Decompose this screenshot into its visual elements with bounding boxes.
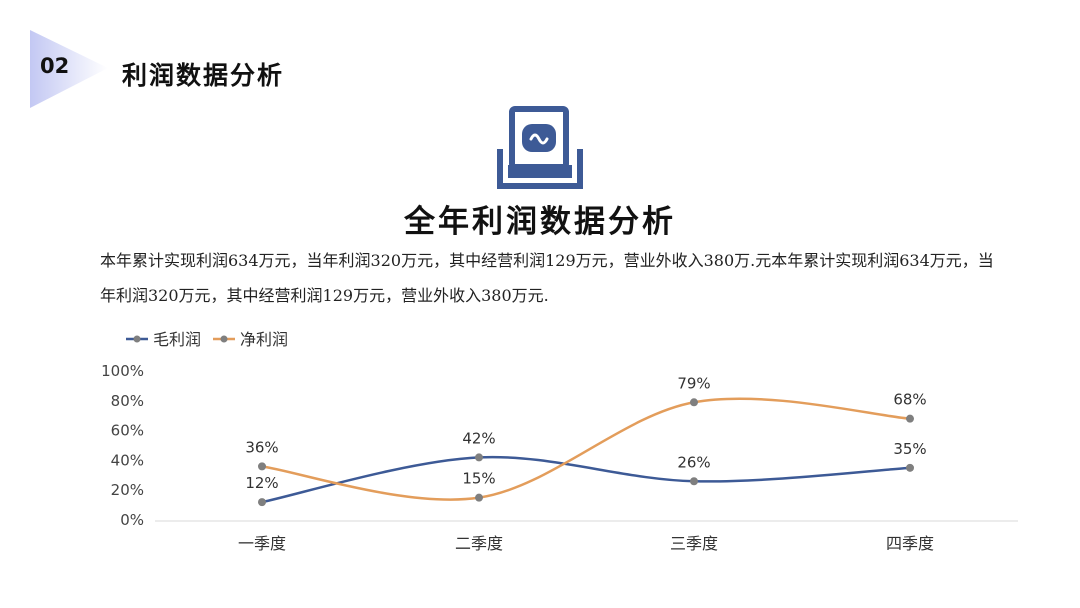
main-title: 全年利润数据分析 xyxy=(404,204,676,240)
section-number: 02 xyxy=(40,54,70,78)
legend-label-1: 毛利润 xyxy=(153,330,201,349)
line-chart: 毛利润 净利润 0% 20% 40% 60% 80% 100% 一季度 二季度 三季度 四季度 12% 4… xyxy=(101,330,1018,553)
x-tick-label: 三季度 xyxy=(670,534,718,553)
data-label: 36% xyxy=(245,438,278,456)
y-tick-label: 60% xyxy=(111,422,144,440)
y-tick-label: 0% xyxy=(120,511,144,529)
legend-marker-2 xyxy=(220,335,228,343)
data-label: 79% xyxy=(677,374,710,392)
data-point xyxy=(906,414,914,423)
x-tick-label: 二季度 xyxy=(455,534,503,553)
legend-marker-1 xyxy=(133,335,141,343)
data-point xyxy=(258,498,266,507)
series-line-1 xyxy=(261,455,911,504)
data-label: 26% xyxy=(677,453,710,471)
data-label: 68% xyxy=(893,391,926,409)
y-tick-label: 100% xyxy=(101,362,144,380)
legend-label-2: 净利润 xyxy=(240,330,288,349)
data-point xyxy=(475,453,483,462)
data-point xyxy=(690,398,698,407)
x-tick-label: 四季度 xyxy=(886,534,934,553)
document-icon xyxy=(497,106,583,189)
y-tick-label: 20% xyxy=(111,481,144,499)
data-label: 42% xyxy=(462,429,495,447)
data-label: 35% xyxy=(893,440,926,458)
data-label: 15% xyxy=(462,470,495,488)
data-point xyxy=(475,493,483,502)
data-label: 12% xyxy=(245,474,278,492)
series-line-2 xyxy=(261,397,911,501)
section-title: 利润数据分析 xyxy=(122,61,285,90)
x-tick-label: 一季度 xyxy=(238,534,286,553)
y-tick-label: 80% xyxy=(111,392,144,410)
description-paragraph: 本年累计实现利润634万元，当年利润320万元，其中经营利润129万元，营业外收… xyxy=(100,251,994,305)
section-triangle-decoration xyxy=(30,30,108,108)
y-tick-label: 40% xyxy=(111,451,144,469)
data-point xyxy=(906,463,914,472)
data-point xyxy=(258,462,266,471)
data-point xyxy=(690,477,698,486)
